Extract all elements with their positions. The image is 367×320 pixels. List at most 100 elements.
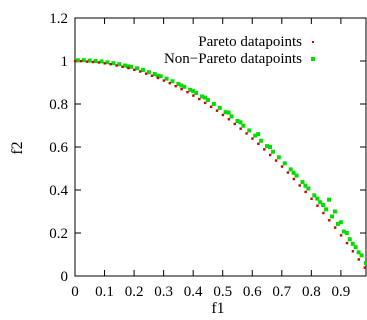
data-point-non-pareto xyxy=(338,220,343,225)
data-point-non-pareto xyxy=(312,193,317,198)
data-point-pareto xyxy=(203,101,207,105)
data-point-non-pareto xyxy=(135,66,140,71)
data-point-pareto xyxy=(121,65,124,68)
data-point-non-pareto xyxy=(182,84,187,89)
data-point-non-pareto xyxy=(226,110,231,115)
data-point-pareto xyxy=(310,197,313,200)
data-point-non-pareto xyxy=(347,237,352,242)
data-point-non-pareto xyxy=(294,173,299,178)
data-point-pareto xyxy=(328,219,331,222)
data-point-pareto xyxy=(144,72,148,75)
data-point-non-pareto xyxy=(111,61,116,66)
data-point-non-pareto xyxy=(200,94,205,99)
data-point-non-pareto xyxy=(350,241,355,246)
legend: Pareto datapoints Non−Pareto datapoints xyxy=(164,34,315,67)
data-point-non-pareto xyxy=(291,170,296,175)
data-point-non-pareto xyxy=(276,155,281,160)
data-point-pareto xyxy=(322,211,325,215)
data-point-pareto xyxy=(156,76,160,80)
data-point-non-pareto xyxy=(241,123,246,128)
y-tick-label: 0.4 xyxy=(49,183,68,199)
data-point-non-pareto xyxy=(93,59,98,63)
data-point-pareto xyxy=(174,84,177,88)
data-point-non-pareto xyxy=(179,83,184,88)
x-tick-label: 0.7 xyxy=(272,284,291,300)
data-point-non-pareto xyxy=(288,167,293,172)
data-point-non-pareto xyxy=(270,149,275,154)
data-point-non-pareto xyxy=(253,133,258,138)
data-point-pareto xyxy=(186,90,189,94)
data-point-pareto xyxy=(97,61,101,64)
data-point-non-pareto xyxy=(194,91,199,96)
data-point-pareto xyxy=(245,132,248,135)
data-point-pareto xyxy=(274,159,278,162)
data-point-non-pareto xyxy=(282,161,287,166)
y-axis-label: f2 xyxy=(9,141,26,154)
data-point-non-pareto xyxy=(146,70,151,75)
y-tick-label: 0.2 xyxy=(49,226,68,242)
data-point-pareto xyxy=(227,118,231,121)
data-point-non-pareto xyxy=(353,245,358,250)
data-point-non-pareto xyxy=(321,203,326,208)
x-tick-label: 0.1 xyxy=(95,284,114,300)
data-point-pareto xyxy=(215,109,219,112)
data-point-non-pareto xyxy=(318,200,323,205)
data-point-non-pareto xyxy=(265,144,270,149)
data-point-pareto xyxy=(292,177,296,181)
data-point-non-pareto xyxy=(303,183,308,188)
data-point-pareto xyxy=(357,258,361,261)
data-point-pareto xyxy=(91,60,95,64)
data-point-non-pareto xyxy=(155,73,160,78)
data-point-non-pareto xyxy=(105,60,110,65)
data-point-non-pareto xyxy=(117,62,122,67)
y-tick-label: 1 xyxy=(61,54,69,70)
data-point-pareto xyxy=(339,234,343,237)
data-point-non-pareto xyxy=(140,68,145,73)
data-point-non-pareto xyxy=(335,221,340,226)
data-point-non-pareto xyxy=(211,102,216,106)
data-point-non-pareto xyxy=(267,145,272,149)
series-pareto xyxy=(74,60,366,269)
data-point-non-pareto xyxy=(327,197,332,202)
data-point-pareto xyxy=(268,153,272,157)
data-point-non-pareto xyxy=(256,132,261,137)
data-point-pareto xyxy=(74,60,77,63)
y-tick-label: 0.8 xyxy=(49,97,68,113)
data-point-non-pareto xyxy=(359,253,364,258)
data-point-pareto xyxy=(198,97,201,101)
data-point-pareto xyxy=(115,64,118,67)
data-point-non-pareto xyxy=(223,110,228,115)
data-point-non-pareto xyxy=(235,118,240,123)
data-point-non-pareto xyxy=(87,58,92,63)
data-layer xyxy=(74,58,367,269)
data-point-non-pareto xyxy=(300,180,305,185)
data-point-non-pareto xyxy=(344,231,349,235)
legend-label-non-pareto: Non−Pareto datapoints xyxy=(164,51,302,67)
data-point-pareto xyxy=(150,74,154,78)
data-point-non-pareto xyxy=(164,76,169,81)
data-point-non-pareto xyxy=(170,79,175,84)
data-point-non-pareto xyxy=(315,196,320,201)
data-point-pareto xyxy=(162,79,166,82)
legend-marker-non-pareto xyxy=(311,57,315,61)
data-point-non-pareto xyxy=(75,58,80,63)
data-point-non-pareto xyxy=(205,98,210,103)
data-point-pareto xyxy=(257,142,260,145)
data-point-pareto xyxy=(192,94,195,97)
data-point-pareto xyxy=(316,204,319,207)
x-axis-label: f1 xyxy=(211,300,224,317)
data-point-pareto xyxy=(103,62,106,65)
data-point-non-pareto xyxy=(330,214,335,219)
data-point-pareto xyxy=(363,266,366,269)
data-point-pareto xyxy=(180,87,183,91)
data-point-pareto xyxy=(221,113,225,117)
series-non-pareto xyxy=(75,58,367,266)
data-point-pareto xyxy=(351,250,355,253)
data-point-non-pareto xyxy=(99,59,104,64)
x-tick-label: 0.2 xyxy=(125,284,144,300)
data-point-pareto xyxy=(304,190,307,194)
y-tick-label: 0.6 xyxy=(49,140,68,156)
data-point-non-pareto xyxy=(332,209,337,214)
data-point-pareto xyxy=(239,127,242,130)
y-tick-label: 0 xyxy=(61,269,69,285)
